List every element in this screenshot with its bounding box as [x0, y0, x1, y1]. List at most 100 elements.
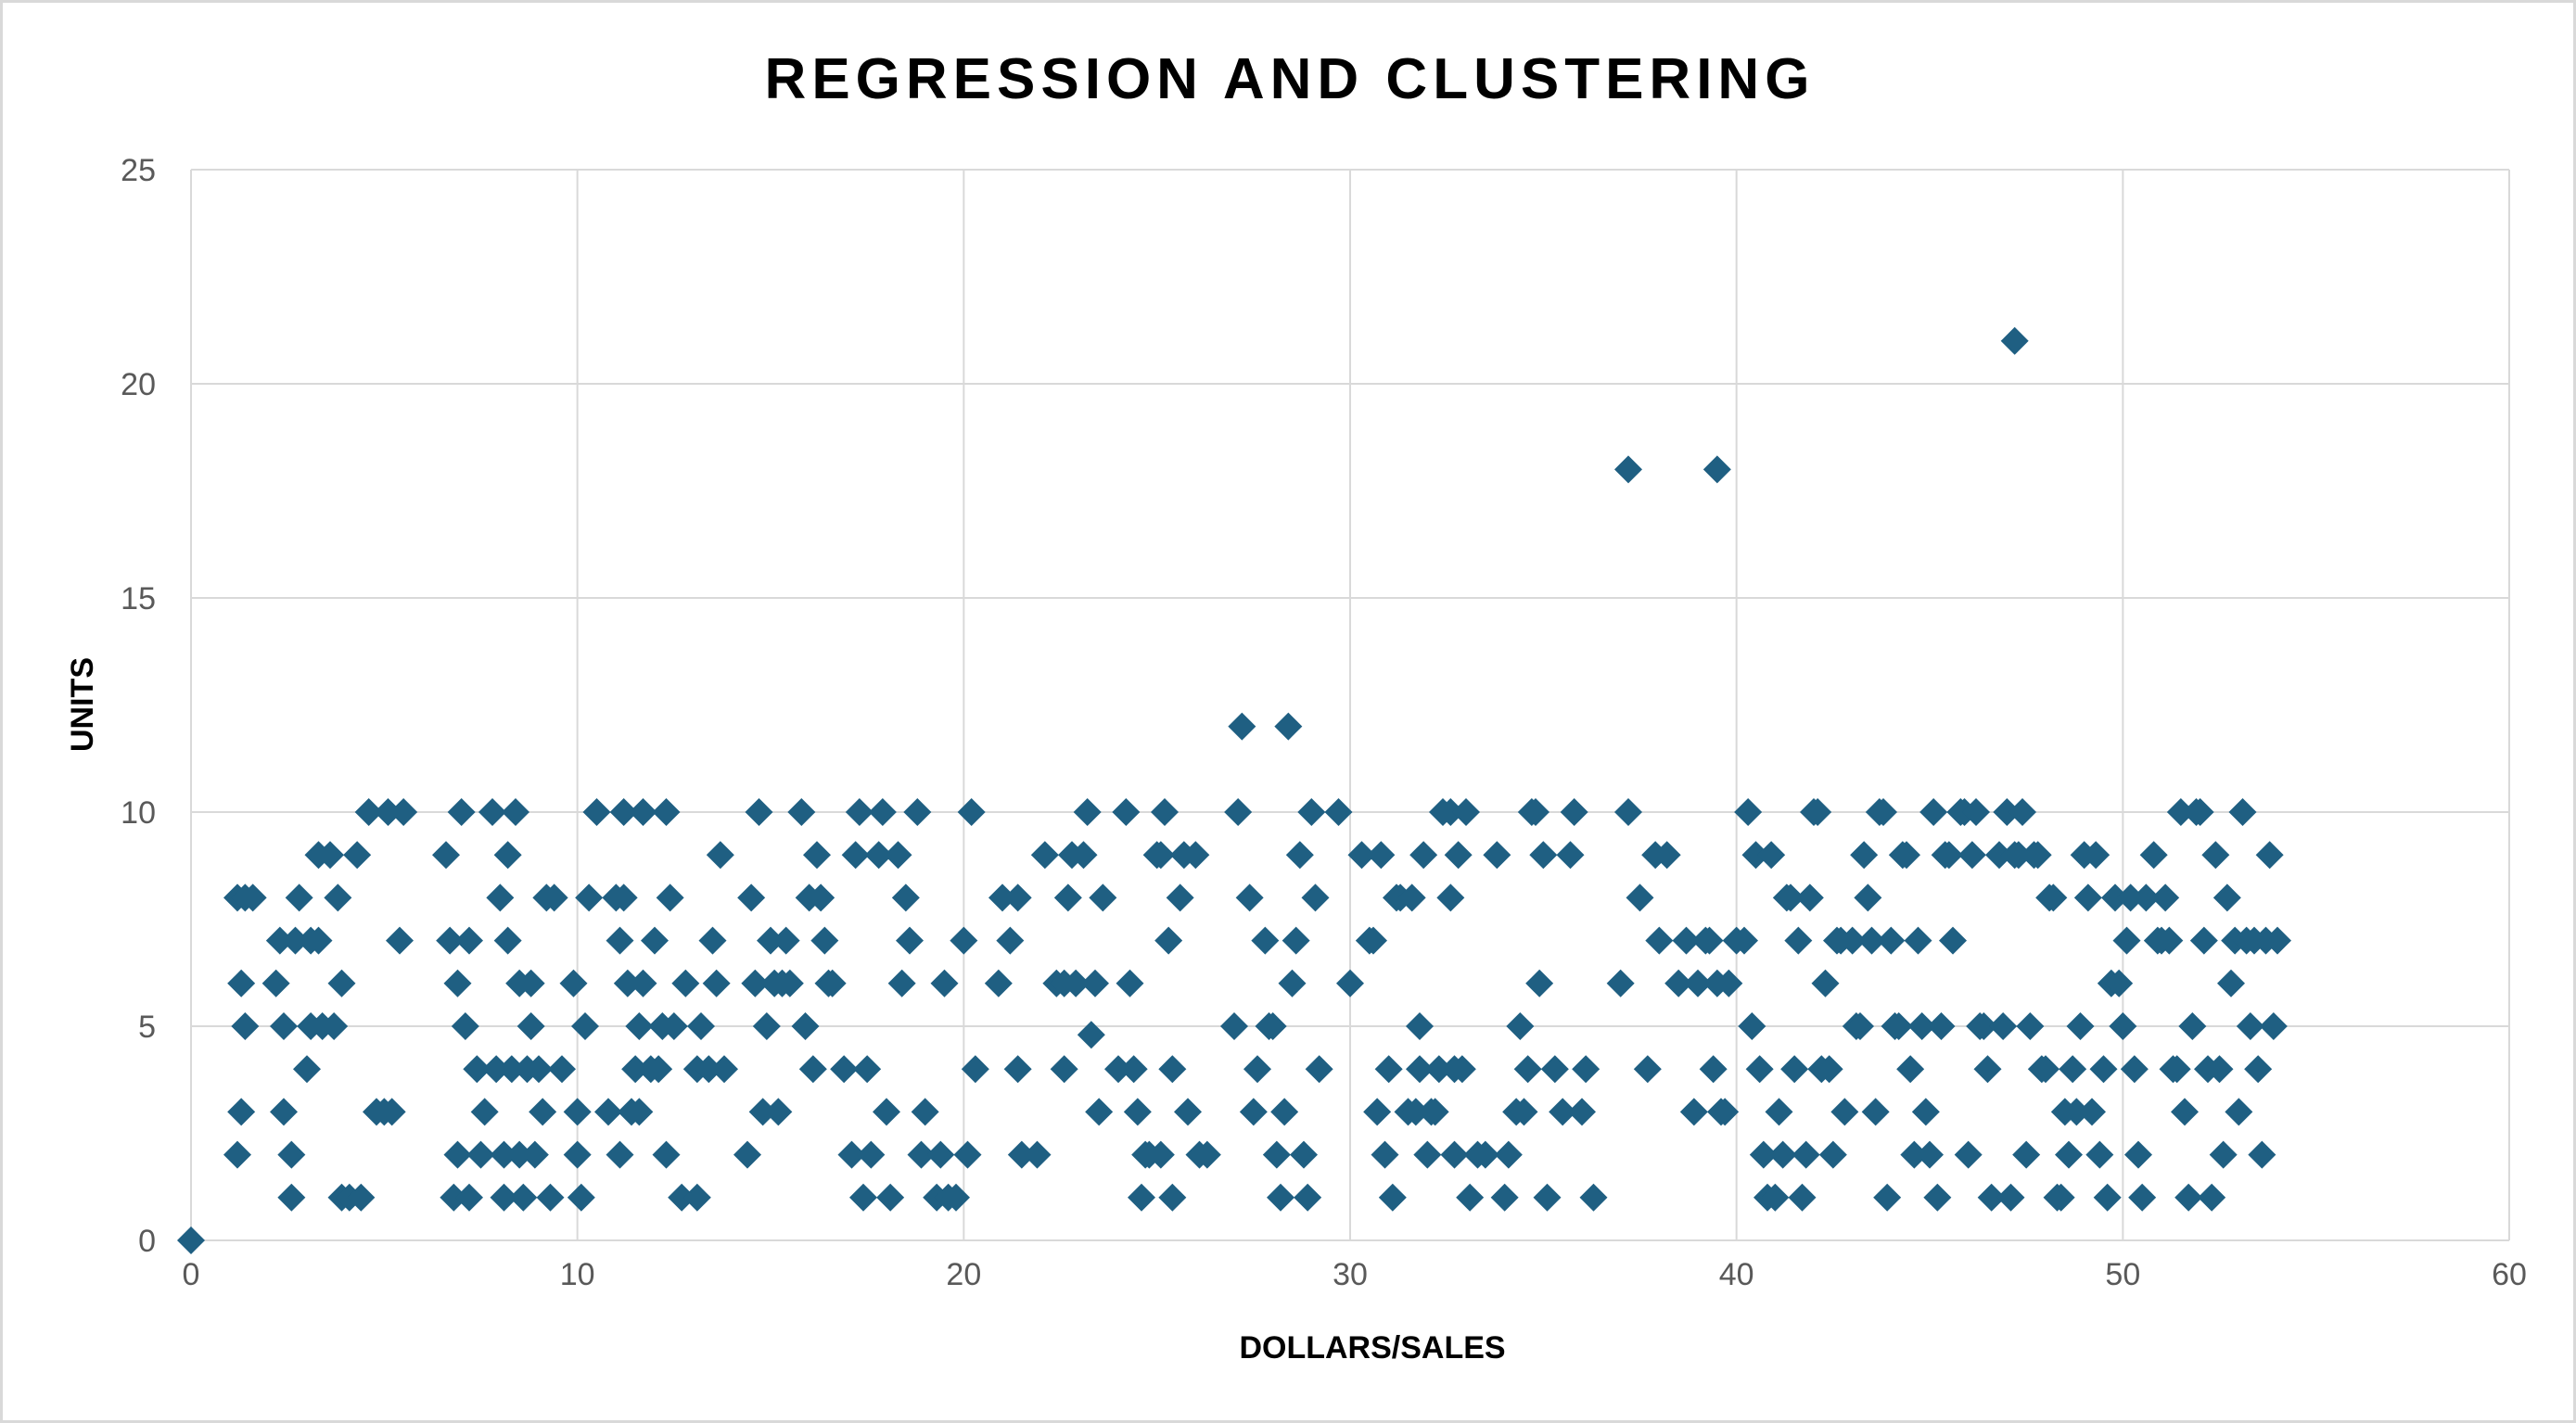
data-point — [455, 1183, 483, 1212]
data-point — [2089, 1055, 2118, 1084]
data-point — [1854, 883, 1882, 912]
data-point — [1830, 1098, 1859, 1126]
data-point — [270, 1098, 298, 1126]
data-point — [389, 798, 418, 826]
data-point — [682, 1183, 711, 1212]
data-point — [1784, 926, 1813, 955]
data-point — [1305, 1055, 1333, 1084]
data-point — [957, 798, 986, 826]
data-point — [644, 1055, 673, 1084]
x-axis-label: DOLLARS/SALES — [1239, 1330, 1505, 1366]
data-point — [2012, 1140, 2041, 1169]
data-point — [942, 1183, 970, 1212]
data-point — [1861, 1098, 1890, 1126]
data-point — [525, 1055, 553, 1084]
data-point — [911, 1098, 939, 1126]
data-point — [354, 798, 383, 826]
data-point — [609, 883, 638, 912]
data-point — [1738, 1012, 1766, 1040]
data-point — [1154, 926, 1183, 955]
x-tick-label: 50 — [2105, 1257, 2140, 1292]
data-point — [1192, 1140, 1221, 1169]
data-point — [2066, 1012, 2095, 1040]
data-point — [227, 969, 256, 997]
data-point — [1359, 926, 1387, 955]
data-point — [775, 969, 804, 997]
y-tick-label: 20 — [121, 367, 156, 402]
data-point — [563, 1098, 592, 1126]
data-point — [536, 1183, 565, 1212]
data-point — [2120, 1055, 2149, 1084]
data-point — [1471, 1140, 1499, 1169]
data-point — [2082, 841, 2111, 870]
data-point — [2244, 1055, 2273, 1084]
data-point — [961, 1055, 989, 1084]
data-point — [1549, 1098, 1577, 1126]
data-point — [1525, 969, 1554, 997]
data-point — [1077, 1021, 1105, 1049]
data-point — [1977, 1183, 2006, 1212]
data-point — [772, 926, 800, 955]
tick-label-layer: 0 10 20 30 40 50 60 0 5 10 15 20 25 — [121, 153, 2527, 1292]
data-point — [223, 1140, 251, 1169]
data-point — [764, 1098, 793, 1126]
data-point — [1116, 969, 1144, 997]
data-point — [1896, 1055, 1925, 1084]
data-point — [447, 798, 476, 826]
data-point — [1378, 1183, 1407, 1212]
data-point — [1409, 841, 1438, 870]
data-point — [1838, 926, 1867, 955]
data-point — [1626, 883, 1654, 912]
data-point — [1062, 969, 1090, 997]
data-point — [1652, 841, 1681, 870]
data-point — [2132, 883, 2161, 912]
y-tick-label: 10 — [121, 795, 156, 831]
data-point — [1715, 969, 1743, 997]
data-point — [466, 1140, 495, 1169]
data-point — [304, 926, 333, 955]
data-point — [1711, 1098, 1740, 1126]
data-point — [1278, 969, 1307, 997]
data-point — [2236, 1012, 2264, 1040]
data-point — [2128, 1183, 2157, 1212]
data-point — [1436, 798, 1465, 826]
data-point — [1919, 798, 1948, 826]
data-point — [1290, 1140, 1318, 1169]
data-point — [548, 1055, 576, 1084]
data-point — [609, 798, 638, 826]
data-point — [698, 926, 727, 955]
data-point — [1030, 841, 1059, 870]
data-point — [1146, 841, 1175, 870]
data-point — [710, 1055, 738, 1084]
data-point — [2016, 1012, 2045, 1040]
data-point — [1934, 841, 1963, 870]
x-tick-label: 30 — [1333, 1257, 1368, 1292]
data-point — [1962, 798, 1990, 826]
data-point — [1274, 712, 1303, 741]
data-point — [1158, 1055, 1187, 1084]
data-point — [563, 1140, 592, 1169]
data-point — [1645, 926, 1674, 955]
data-point — [497, 1055, 526, 1084]
data-point — [1846, 1012, 1874, 1040]
data-point — [1258, 1012, 1287, 1040]
x-tick-label: 0 — [183, 1257, 200, 1292]
data-point — [1023, 1140, 1052, 1169]
data-point — [988, 883, 1016, 912]
data-point — [1614, 455, 1642, 484]
data-point — [2264, 926, 2291, 955]
data-point — [490, 1140, 518, 1169]
data-point — [285, 883, 313, 912]
data-point — [1447, 1055, 1476, 1084]
data-point — [490, 1183, 518, 1212]
data-point — [1788, 1183, 1817, 1212]
data-point — [1911, 1098, 1940, 1126]
data-point — [818, 969, 847, 997]
data-point — [529, 1098, 557, 1126]
data-point — [1996, 1183, 2025, 1212]
data-point — [1267, 1183, 1294, 1212]
data-point — [1684, 969, 1712, 997]
data-point — [1406, 1012, 1434, 1040]
data-point — [1900, 1140, 1929, 1169]
